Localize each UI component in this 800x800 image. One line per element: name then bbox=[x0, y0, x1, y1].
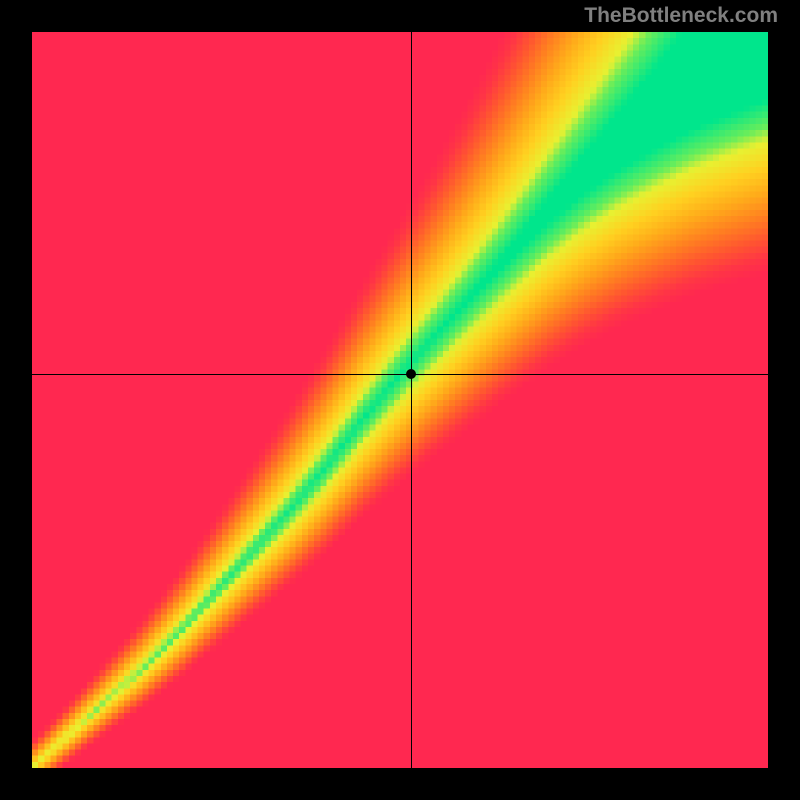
crosshair-horizontal bbox=[32, 374, 768, 375]
bottleneck-heatmap bbox=[32, 32, 768, 768]
watermark-text: TheBottleneck.com bbox=[584, 4, 778, 28]
heatmap-canvas bbox=[32, 32, 768, 768]
crosshair-vertical bbox=[411, 32, 412, 768]
balance-marker bbox=[406, 369, 416, 379]
